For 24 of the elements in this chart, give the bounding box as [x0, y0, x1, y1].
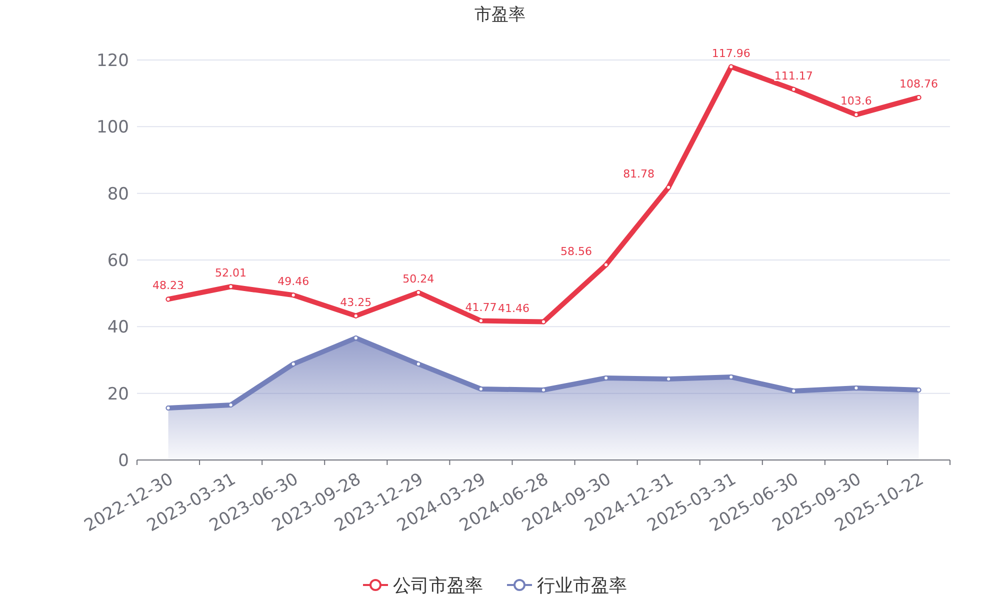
- y-tick-label: 60: [107, 250, 129, 271]
- data-label: 111.17: [774, 69, 813, 82]
- data-label: 43.25: [340, 296, 372, 309]
- y-tick-label: 40: [107, 318, 129, 338]
- y-tick-label: 20: [107, 384, 129, 404]
- y-tick-label: 0: [118, 450, 129, 471]
- y-tick-label: 80: [107, 184, 129, 204]
- legend-label: 行业市盈率: [537, 575, 627, 596]
- data-label: 58.56: [560, 244, 592, 258]
- data-label: 49.46: [278, 275, 310, 288]
- data-label: 103.6: [840, 94, 872, 108]
- data-label: 108.76: [899, 77, 938, 90]
- y-tick-label: 120: [96, 50, 129, 71]
- data-label: 41.77: [465, 300, 497, 314]
- data-label: 117.96: [712, 46, 750, 60]
- data-label: 52.01: [215, 266, 247, 280]
- data-label: 50.24: [402, 272, 434, 286]
- data-label: 48.23: [152, 279, 184, 292]
- point: [604, 262, 609, 268]
- y-tick-label: 100: [96, 118, 129, 138]
- data-label: 81.78: [623, 167, 655, 180]
- data-label: 41.46: [498, 302, 530, 315]
- chart-title: 市盈率: [474, 5, 526, 25]
- legend-label: 公司市盈率: [393, 575, 483, 596]
